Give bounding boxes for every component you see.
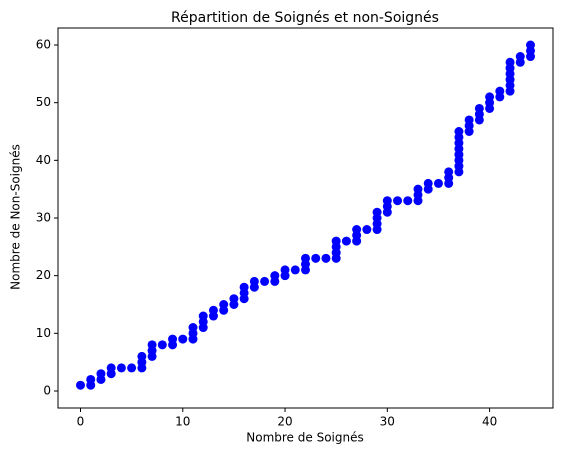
x-tick-label: 20 — [277, 415, 292, 429]
point — [352, 225, 362, 235]
point — [127, 363, 137, 373]
point — [423, 178, 433, 188]
point — [505, 57, 515, 67]
y-tick-label: 60 — [36, 38, 51, 52]
x-tick-label: 30 — [380, 415, 395, 429]
point — [403, 196, 413, 206]
point — [137, 351, 147, 361]
point — [168, 334, 178, 344]
y-tick-label: 50 — [36, 95, 51, 109]
point — [198, 311, 208, 321]
x-axis-label: Nombre de Soignés — [246, 431, 363, 445]
point — [382, 196, 392, 206]
x-tick-label: 10 — [175, 415, 190, 429]
chart-title: Répartition de Soignés et non-Soignés — [171, 10, 439, 26]
point — [239, 282, 249, 292]
point — [229, 294, 239, 304]
x-tick-label: 40 — [482, 415, 497, 429]
point — [464, 115, 474, 125]
point — [474, 103, 484, 113]
y-axis-label: Nombre de Non-Soignés — [9, 144, 23, 290]
point — [526, 40, 535, 50]
point — [178, 334, 188, 344]
point — [260, 276, 270, 286]
point — [454, 127, 464, 137]
point — [444, 167, 454, 177]
point — [270, 271, 280, 281]
point — [219, 299, 229, 309]
point — [413, 184, 423, 194]
point — [280, 265, 290, 275]
point — [372, 207, 382, 217]
point — [147, 340, 157, 350]
point — [311, 253, 321, 263]
point — [188, 323, 198, 333]
y-tick-label: 40 — [36, 153, 51, 167]
y-tick-label: 30 — [36, 211, 51, 225]
point — [341, 236, 351, 246]
x-tick-label: 0 — [77, 415, 85, 429]
point — [157, 340, 167, 350]
y-tick-label: 10 — [36, 326, 51, 340]
point — [515, 52, 525, 62]
point — [76, 380, 85, 390]
point — [106, 363, 116, 373]
point — [393, 196, 403, 206]
point — [321, 253, 331, 263]
point — [433, 178, 443, 188]
y-tick-label: 20 — [36, 268, 51, 282]
point — [331, 236, 341, 246]
point — [249, 276, 259, 286]
point — [495, 86, 505, 96]
point — [96, 369, 106, 379]
point — [485, 92, 495, 102]
point — [362, 225, 372, 235]
y-tick-label: 0 — [43, 383, 51, 397]
point — [208, 305, 218, 315]
point — [116, 363, 126, 373]
plot-frame — [57, 27, 554, 409]
point — [290, 265, 300, 275]
point — [86, 374, 96, 384]
point — [301, 253, 310, 263]
